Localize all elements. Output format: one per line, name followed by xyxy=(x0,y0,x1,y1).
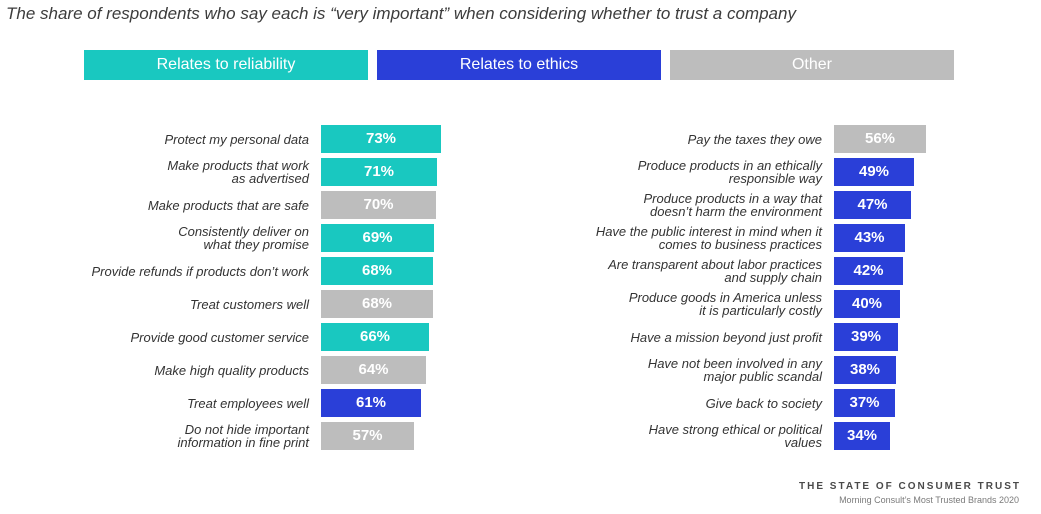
bar: 68% xyxy=(321,257,433,285)
bar: 68% xyxy=(321,290,433,318)
bar: 43% xyxy=(834,224,905,252)
bar-label-line: what they promise xyxy=(203,237,310,252)
bar-label-line: major public scandal xyxy=(703,369,822,384)
bar: 71% xyxy=(321,158,437,186)
bar: 64% xyxy=(321,356,426,384)
legend-item-reliability: Relates to reliability xyxy=(84,50,368,80)
bar: 61% xyxy=(321,389,421,417)
bar-label-line: responsible way xyxy=(728,171,822,186)
bar-label: Provide good customer service xyxy=(9,323,309,351)
bar-label: Produce products in a way that doesn’t ha… xyxy=(522,191,823,219)
bar-label: Consistently deliver on what they promise xyxy=(9,224,309,252)
bar-label-line: Produce products in an ethically xyxy=(637,158,822,173)
bar-label-line: Protect my personal data xyxy=(164,131,309,147)
bar-label: Do not hide important information in fine… xyxy=(9,422,309,450)
bar: 57% xyxy=(321,422,414,450)
bar-label: Produce goods in America unless it is par… xyxy=(522,290,822,318)
bar: 40% xyxy=(834,290,900,318)
bar-label-line: and supply chain xyxy=(724,270,822,285)
bar: 66% xyxy=(321,323,429,351)
legend-item-ethics: Relates to ethics xyxy=(377,50,661,80)
bar: 34% xyxy=(834,422,890,450)
bar-label-line: doesn’t harm the environment xyxy=(650,204,822,219)
bar-label: Make products that work as advertised xyxy=(9,158,309,186)
bar: 47% xyxy=(834,191,911,219)
bar-label-line: Produce products in a way that xyxy=(643,191,823,206)
bar-label: Make high quality products xyxy=(9,356,309,384)
bar-label-line: it is particularly costly xyxy=(699,303,822,318)
footer-subtitle: Morning Consult’s Most Trusted Brands 20… xyxy=(839,495,1019,505)
bar-label-line: Make high quality products xyxy=(154,362,309,378)
bar-label-line: Do not hide important xyxy=(184,422,309,437)
bar-label: Protect my personal data xyxy=(9,125,309,153)
bar-label-line: Treat employees well xyxy=(187,395,309,411)
chart-title: The share of respondents who say each is… xyxy=(6,4,796,23)
bar-label: Have not been involved in any major publi… xyxy=(522,356,822,384)
bar-label-line: Pay the taxes they owe xyxy=(687,131,822,147)
bar-label: Have a mission beyond just profit xyxy=(522,323,822,351)
bar-label: Have strong ethical or political values xyxy=(522,422,822,450)
bar-label: Have the public interest in mind when it… xyxy=(522,224,822,252)
bar-label-line: Make products that work xyxy=(167,158,309,173)
bar-label-line: Treat customers well xyxy=(190,296,309,312)
bar-label: Treat employees well xyxy=(9,389,309,417)
bar-label: Are transparent about labor practices and… xyxy=(522,257,822,285)
footer-title: THE STATE OF CONSUMER TRUST xyxy=(799,481,1021,492)
bar-label: Provide refunds if products don’t work xyxy=(9,257,310,285)
bar-label-line: Have not been involved in any xyxy=(647,356,822,371)
bar: 69% xyxy=(321,224,434,252)
bar-label-line: Are transparent about labor practices xyxy=(608,257,822,272)
bar-label-line: as advertised xyxy=(231,171,309,186)
bar-label: Make products that are safe xyxy=(9,191,309,219)
bar-label-line: Consistently deliver on xyxy=(178,224,309,239)
bar-label-line: Produce goods in America unless xyxy=(628,290,822,305)
bar: 49% xyxy=(834,158,914,186)
bar-label-line: Give back to society xyxy=(705,395,822,411)
bar-label-line: Have strong ethical or political xyxy=(648,422,822,437)
legend-item-other: Other xyxy=(670,50,954,80)
bar: 42% xyxy=(834,257,903,285)
bar-label-line: information in fine print xyxy=(177,435,309,450)
bar: 70% xyxy=(321,191,436,219)
bar-label-line: values xyxy=(784,435,822,450)
bar-label-line: Provide good customer service xyxy=(130,329,309,345)
bar-label-line: Have the public interest in mind when it xyxy=(595,224,822,239)
bar-label: Treat customers well xyxy=(9,290,309,318)
bar: 73% xyxy=(321,125,441,153)
bar-label: Pay the taxes they owe xyxy=(522,125,822,153)
bar-label: Produce products in an ethically responsi… xyxy=(522,158,822,186)
bar-label-line: Make products that are safe xyxy=(147,197,309,213)
bar-label: Give back to society xyxy=(522,389,822,417)
bar-label-line: comes to business practices xyxy=(658,237,822,252)
bar: 37% xyxy=(834,389,895,417)
bar-label-line: Have a mission beyond just profit xyxy=(630,329,822,345)
bar-label-line: Provide refunds if products don’t work xyxy=(91,263,310,279)
bar: 38% xyxy=(834,356,896,384)
bar: 39% xyxy=(834,323,898,351)
bar: 56% xyxy=(834,125,926,153)
